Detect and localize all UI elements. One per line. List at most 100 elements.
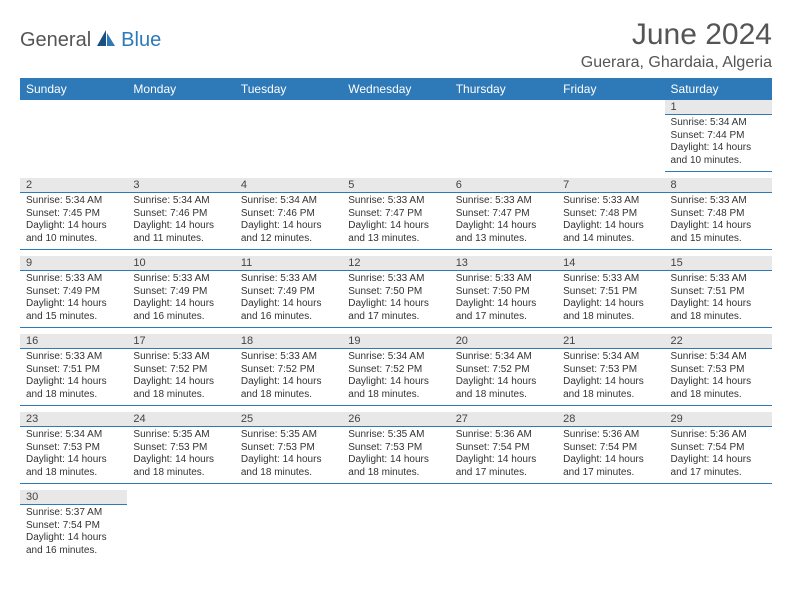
calendar-cell: 26Sunrise: 5:35 AMSunset: 7:53 PMDayligh…: [342, 412, 449, 490]
sunrise-text: Sunrise: 5:33 AM: [348, 195, 443, 208]
sunset-text: Sunset: 7:50 PM: [348, 286, 443, 299]
day-details: Sunrise: 5:36 AMSunset: 7:54 PMDaylight:…: [557, 427, 664, 484]
daylight-text: Daylight: 14 hours and 18 minutes.: [671, 376, 766, 401]
daylight-text: Daylight: 14 hours and 15 minutes.: [26, 298, 121, 323]
month-title: June 2024: [581, 18, 772, 52]
day-number: 14: [557, 256, 664, 271]
calendar-cell: 19Sunrise: 5:34 AMSunset: 7:52 PMDayligh…: [342, 334, 449, 412]
day-details: Sunrise: 5:33 AMSunset: 7:47 PMDaylight:…: [342, 193, 449, 250]
daylight-text: Daylight: 14 hours and 13 minutes.: [456, 220, 551, 245]
sunset-text: Sunset: 7:53 PM: [671, 364, 766, 377]
day-header: Wednesday: [342, 78, 449, 100]
sunrise-text: Sunrise: 5:33 AM: [456, 195, 551, 208]
calendar-cell: 25Sunrise: 5:35 AMSunset: 7:53 PMDayligh…: [235, 412, 342, 490]
day-details: Sunrise: 5:36 AMSunset: 7:54 PMDaylight:…: [665, 427, 772, 484]
sunrise-text: Sunrise: 5:33 AM: [348, 273, 443, 286]
calendar-cell: 7Sunrise: 5:33 AMSunset: 7:48 PMDaylight…: [557, 178, 664, 256]
calendar-cell: [235, 100, 342, 178]
day-number: 10: [127, 256, 234, 271]
sunset-text: Sunset: 7:52 PM: [348, 364, 443, 377]
daylight-text: Daylight: 14 hours and 10 minutes.: [26, 220, 121, 245]
calendar-cell: 29Sunrise: 5:36 AMSunset: 7:54 PMDayligh…: [665, 412, 772, 490]
day-details: Sunrise: 5:34 AMSunset: 7:45 PMDaylight:…: [20, 193, 127, 250]
sunrise-text: Sunrise: 5:35 AM: [241, 429, 336, 442]
daylight-text: Daylight: 14 hours and 17 minutes.: [563, 454, 658, 479]
calendar-cell: 27Sunrise: 5:36 AMSunset: 7:54 PMDayligh…: [450, 412, 557, 490]
day-details: Sunrise: 5:34 AMSunset: 7:52 PMDaylight:…: [450, 349, 557, 406]
sunset-text: Sunset: 7:54 PM: [456, 442, 551, 455]
daylight-text: Daylight: 14 hours and 16 minutes.: [133, 298, 228, 323]
day-details: Sunrise: 5:35 AMSunset: 7:53 PMDaylight:…: [342, 427, 449, 484]
sunrise-text: Sunrise: 5:34 AM: [241, 195, 336, 208]
sunrise-text: Sunrise: 5:34 AM: [26, 195, 121, 208]
calendar-cell: [557, 490, 664, 568]
day-details: Sunrise: 5:33 AMSunset: 7:48 PMDaylight:…: [665, 193, 772, 250]
calendar-cell: 30Sunrise: 5:37 AMSunset: 7:54 PMDayligh…: [20, 490, 127, 568]
logo-text-general: General: [20, 29, 91, 52]
calendar-cell: 3Sunrise: 5:34 AMSunset: 7:46 PMDaylight…: [127, 178, 234, 256]
title-block: June 2024 Guerara, Ghardaia, Algeria: [581, 18, 772, 72]
sunrise-text: Sunrise: 5:34 AM: [563, 351, 658, 364]
sunrise-text: Sunrise: 5:36 AM: [671, 429, 766, 442]
sunset-text: Sunset: 7:52 PM: [241, 364, 336, 377]
day-number: 23: [20, 412, 127, 427]
day-number: 26: [342, 412, 449, 427]
calendar-cell: 14Sunrise: 5:33 AMSunset: 7:51 PMDayligh…: [557, 256, 664, 334]
calendar-cell: 13Sunrise: 5:33 AMSunset: 7:50 PMDayligh…: [450, 256, 557, 334]
calendar-cell: 9Sunrise: 5:33 AMSunset: 7:49 PMDaylight…: [20, 256, 127, 334]
day-header: Tuesday: [235, 78, 342, 100]
calendar-cell: [20, 100, 127, 178]
calendar-cell: [342, 100, 449, 178]
empty-cell: [450, 490, 557, 505]
sunset-text: Sunset: 7:54 PM: [671, 442, 766, 455]
day-header: Friday: [557, 78, 664, 100]
daylight-text: Daylight: 14 hours and 10 minutes.: [671, 142, 766, 167]
empty-cell: [450, 100, 557, 115]
daylight-text: Daylight: 14 hours and 18 minutes.: [671, 298, 766, 323]
sunset-text: Sunset: 7:51 PM: [671, 286, 766, 299]
sunset-text: Sunset: 7:53 PM: [133, 442, 228, 455]
sunset-text: Sunset: 7:49 PM: [133, 286, 228, 299]
day-details: Sunrise: 5:34 AMSunset: 7:52 PMDaylight:…: [342, 349, 449, 406]
sunrise-text: Sunrise: 5:33 AM: [133, 273, 228, 286]
calendar-cell: 16Sunrise: 5:33 AMSunset: 7:51 PMDayligh…: [20, 334, 127, 412]
empty-cell: [342, 490, 449, 505]
page-header: General Blue June 2024 Guerara, Ghardaia…: [20, 18, 772, 72]
day-details: Sunrise: 5:34 AMSunset: 7:53 PMDaylight:…: [557, 349, 664, 406]
day-details: Sunrise: 5:33 AMSunset: 7:49 PMDaylight:…: [20, 271, 127, 328]
calendar-week-row: 30Sunrise: 5:37 AMSunset: 7:54 PMDayligh…: [20, 490, 772, 568]
calendar-cell: 6Sunrise: 5:33 AMSunset: 7:47 PMDaylight…: [450, 178, 557, 256]
calendar-cell: 24Sunrise: 5:35 AMSunset: 7:53 PMDayligh…: [127, 412, 234, 490]
empty-cell: [127, 100, 234, 115]
daylight-text: Daylight: 14 hours and 17 minutes.: [671, 454, 766, 479]
day-number: 25: [235, 412, 342, 427]
calendar-cell: 1Sunrise: 5:34 AMSunset: 7:44 PMDaylight…: [665, 100, 772, 178]
calendar-cell: [342, 490, 449, 568]
calendar-cell: [665, 490, 772, 568]
day-number: 15: [665, 256, 772, 271]
calendar-body: 1Sunrise: 5:34 AMSunset: 7:44 PMDaylight…: [20, 100, 772, 568]
day-number: 8: [665, 178, 772, 193]
daylight-text: Daylight: 14 hours and 18 minutes.: [456, 376, 551, 401]
sunrise-text: Sunrise: 5:36 AM: [563, 429, 658, 442]
day-number: 20: [450, 334, 557, 349]
day-number: 17: [127, 334, 234, 349]
day-details: Sunrise: 5:37 AMSunset: 7:54 PMDaylight:…: [20, 505, 127, 561]
sunset-text: Sunset: 7:54 PM: [26, 520, 121, 533]
calendar-cell: 23Sunrise: 5:34 AMSunset: 7:53 PMDayligh…: [20, 412, 127, 490]
calendar-cell: 21Sunrise: 5:34 AMSunset: 7:53 PMDayligh…: [557, 334, 664, 412]
sunset-text: Sunset: 7:49 PM: [26, 286, 121, 299]
empty-cell: [557, 100, 664, 115]
daylight-text: Daylight: 14 hours and 16 minutes.: [241, 298, 336, 323]
empty-cell: [127, 490, 234, 505]
calendar-week-row: 16Sunrise: 5:33 AMSunset: 7:51 PMDayligh…: [20, 334, 772, 412]
day-number: 16: [20, 334, 127, 349]
day-number: 12: [342, 256, 449, 271]
sunset-text: Sunset: 7:53 PM: [26, 442, 121, 455]
day-details: Sunrise: 5:33 AMSunset: 7:51 PMDaylight:…: [557, 271, 664, 328]
daylight-text: Daylight: 14 hours and 18 minutes.: [348, 454, 443, 479]
sunrise-text: Sunrise: 5:33 AM: [241, 351, 336, 364]
day-header: Monday: [127, 78, 234, 100]
sunset-text: Sunset: 7:52 PM: [456, 364, 551, 377]
day-number: 3: [127, 178, 234, 193]
